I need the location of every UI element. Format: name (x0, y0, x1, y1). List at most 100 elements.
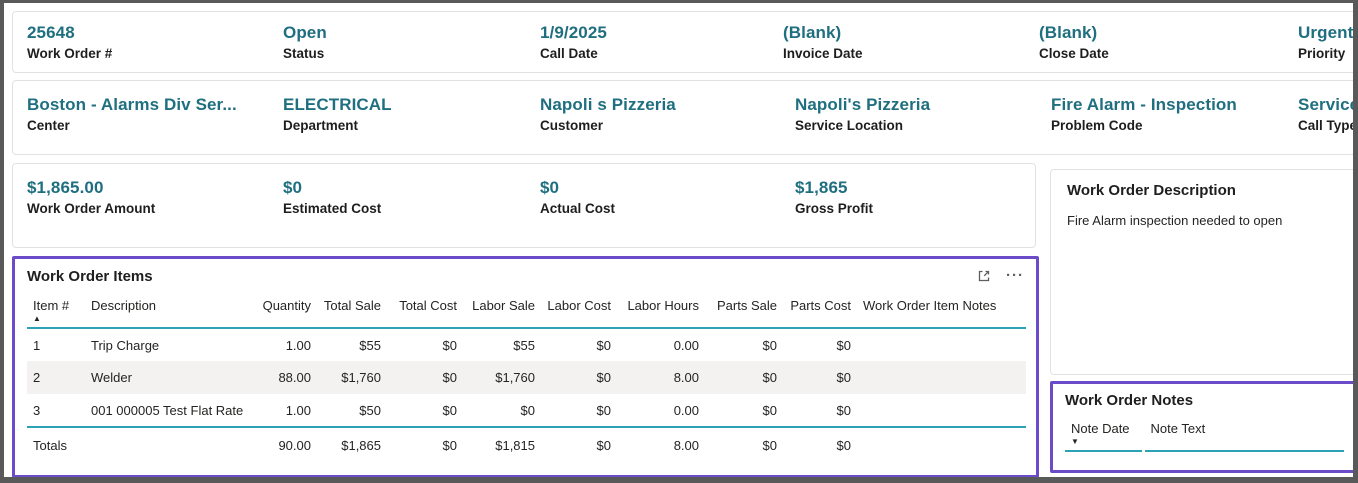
cell-quantity: 1.00 (285, 337, 311, 353)
kpi-actual-cost: $0 Actual Cost (540, 178, 615, 216)
kpi-label: Work Order # (27, 46, 113, 61)
kpi-service-location: Napoli's Pizzeria Service Location (795, 95, 930, 133)
cell-item-notes (857, 394, 1026, 427)
cell-labor-cost: $0 (596, 402, 611, 418)
work-order-items-table: Item # ▲ Description Quantity Total Sale… (27, 291, 1026, 462)
cell-item-number: 2 (27, 361, 85, 394)
column-header-total-cost[interactable]: Total Cost (387, 291, 463, 329)
total-parts-cost: $0 (783, 426, 857, 462)
kpi-status: Open Status (283, 23, 327, 61)
sort-ascending-icon: ▲ (33, 314, 41, 323)
cell-parts-cost: $0 (836, 337, 851, 353)
kpi-center: Boston - Alarms Div Ser... Center (27, 95, 237, 133)
column-header-labor-hours[interactable]: Labor Hours (617, 291, 705, 329)
totals-label: Totals (27, 426, 253, 462)
column-header-description[interactable]: Description (85, 291, 253, 329)
cell-total-cost: $0 (442, 337, 457, 353)
kpi-call-date: 1/9/2025 Call Date (540, 23, 607, 61)
cell-labor-sale: $0 (520, 402, 535, 418)
kpi-label: Invoice Date (783, 46, 863, 61)
kpi-close-date: (Blank) Close Date (1039, 23, 1109, 61)
kpi-value: $1,865 (795, 178, 848, 197)
column-header-work-order-item-notes[interactable]: Work Order Item Notes (857, 291, 1026, 329)
kpi-label: Call Type (1298, 118, 1358, 133)
cell-total-sale: $55 (359, 337, 381, 353)
column-header-parts-cost[interactable]: Parts Cost (783, 291, 857, 329)
cell-labor-sale: $1,760 (463, 361, 541, 394)
kpi-invoice-date: (Blank) Invoice Date (783, 23, 863, 61)
cell-total-cost: $0 (442, 402, 457, 418)
kpi-label: Priority (1298, 46, 1346, 61)
kpi-label: Call Date (540, 46, 598, 61)
cell-parts-cost: $0 (836, 402, 851, 418)
kpi-customer: Napoli s Pizzeria Customer (540, 95, 676, 133)
cell-labor-sale: $55 (513, 337, 535, 353)
total-total-cost: $0 (387, 426, 463, 462)
cell-item-number: 3 (33, 402, 41, 418)
kpi-call-type: Service Call Type (1298, 95, 1358, 133)
sort-descending-icon: ▼ (1071, 437, 1079, 446)
total-total-sale: $1,865 (317, 426, 387, 462)
cell-description: Welder (85, 361, 253, 394)
kpi-value: Napoli's Pizzeria (795, 95, 931, 114)
kpi-value: Boston - Alarms Div Ser... (27, 95, 237, 114)
work-order-notes-table: Note Date ▼ Note Text (1065, 417, 1344, 452)
cell-labor-hours: 0.00 (673, 337, 699, 353)
kpi-card-row-3: $1,865.00 Work Order Amount $0 Estimated… (12, 163, 1036, 248)
kpi-label: Actual Cost (540, 201, 616, 216)
total-labor-sale: $1,815 (463, 426, 541, 462)
column-header-parts-sale[interactable]: Parts Sale (705, 291, 783, 329)
column-header-quantity[interactable]: Quantity (253, 291, 317, 329)
notes-header-row: Note Date ▼ Note Text (1065, 417, 1344, 452)
column-header-labor-sale[interactable]: Labor Sale (463, 291, 541, 329)
items-header-row: Item # ▲ Description Quantity Total Sale… (27, 291, 1026, 329)
column-header-labor-cost[interactable]: Labor Cost (541, 291, 617, 329)
total-item-notes (857, 426, 1026, 462)
kpi-department: ELECTRICAL Department (283, 95, 392, 133)
total-quantity: 90.00 (253, 426, 317, 462)
kpi-label: Estimated Cost (283, 201, 382, 216)
cell-item-number: 1 (33, 337, 41, 353)
kpi-value: Napoli s Pizzeria (540, 95, 676, 114)
kpi-value: Urgent (1298, 23, 1354, 42)
kpi-value: (Blank) (1039, 23, 1098, 42)
kpi-work-order-amount: $1,865.00 Work Order Amount (27, 178, 155, 216)
more-options-icon[interactable]: ··· (1006, 267, 1024, 284)
cell-item-notes (857, 361, 1026, 394)
work-order-notes-panel[interactable]: Work Order Notes Note Date ▼ Note Text (1050, 381, 1353, 473)
cell-item-notes (857, 328, 1026, 361)
kpi-label: Close Date (1039, 46, 1109, 61)
kpi-value: Open (283, 23, 327, 42)
panel-title: Work Order Items (27, 268, 153, 285)
column-header-note-text[interactable]: Note Text (1143, 417, 1344, 452)
kpi-label: Gross Profit (795, 201, 874, 216)
table-row: 1 Trip Charge 1.00 $55 $0 $55 $0 0.00 $0… (27, 328, 1026, 361)
cell-quantity: 88.00 (253, 361, 317, 394)
cell-total-sale: $1,760 (317, 361, 387, 394)
cell-description: 001 000005 Test Flat Rate (91, 402, 244, 418)
cell-total-sale: $50 (359, 402, 381, 418)
kpi-label: Work Order Amount (27, 201, 156, 216)
cell-parts-sale: $0 (762, 337, 777, 353)
kpi-value: Fire Alarm - Inspection (1051, 95, 1237, 114)
visual-header: ··· (976, 268, 1024, 284)
table-row: 3 001 000005 Test Flat Rate 1.00 $50 $0 … (27, 394, 1026, 427)
cell-parts-sale: $0 (705, 361, 783, 394)
kpi-value: ELECTRICAL (283, 95, 392, 114)
table-row: 2 Welder 88.00 $1,760 $0 $1,760 $0 8.00 … (27, 361, 1026, 394)
work-order-items-panel[interactable]: Work Order Items ··· Item # (12, 256, 1039, 477)
total-labor-hours: 8.00 (617, 426, 705, 462)
column-header-note-date[interactable]: Note Date ▼ (1065, 417, 1145, 452)
kpi-value: $0 (283, 178, 303, 197)
kpi-value: $1,865.00 (27, 178, 104, 197)
kpi-value: (Blank) (783, 23, 842, 42)
focus-mode-icon[interactable] (976, 268, 992, 284)
column-header-total-sale[interactable]: Total Sale (317, 291, 387, 329)
cell-labor-cost: $0 (541, 361, 617, 394)
total-labor-cost: $0 (541, 426, 617, 462)
kpi-label: Problem Code (1051, 118, 1143, 133)
column-header-item-number[interactable]: Item # ▲ (27, 291, 85, 329)
cell-description: Trip Charge (91, 337, 160, 353)
totals-row: Totals 90.00 $1,865 $0 $1,815 $0 8.00 $0… (27, 426, 1026, 462)
